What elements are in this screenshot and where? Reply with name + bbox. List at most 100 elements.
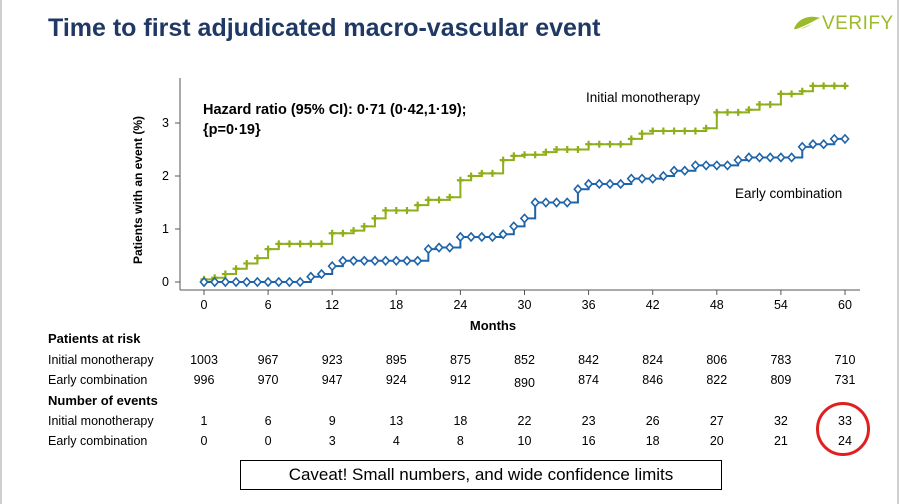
logo-leaf-icon <box>794 16 820 31</box>
at-risk-early-cell: 822 <box>706 373 728 387</box>
marker-initial-monotherapy <box>488 169 496 177</box>
marker-initial-monotherapy <box>232 265 240 273</box>
marker-initial-monotherapy <box>467 172 475 180</box>
x-tick-label: 6 <box>265 298 272 312</box>
at-risk-initial-cell: 783 <box>770 353 792 367</box>
x-tick-label: 0 <box>201 298 208 312</box>
marker-early-combination <box>295 276 305 288</box>
marker-initial-monotherapy <box>788 90 796 98</box>
marker-initial-monotherapy <box>734 108 742 116</box>
marker-early-combination <box>306 271 316 282</box>
legend-early-combination: Early combination <box>735 186 842 201</box>
x-tick-label: 54 <box>774 298 788 312</box>
marker-early-combination <box>423 243 434 255</box>
marker-early-combination <box>316 268 327 280</box>
marker-initial-monotherapy <box>339 229 347 237</box>
marker-initial-monotherapy <box>649 127 657 135</box>
events-early-cell: 4 <box>392 434 400 448</box>
marker-initial-monotherapy <box>777 90 785 98</box>
marker-initial-monotherapy <box>606 140 614 148</box>
marker-early-combination <box>744 152 754 163</box>
marker-early-combination <box>541 197 551 208</box>
marker-initial-monotherapy <box>766 100 774 108</box>
marker-early-combination <box>402 255 412 266</box>
marker-early-combination <box>370 255 380 266</box>
marker-early-combination <box>562 197 572 208</box>
marker-initial-monotherapy <box>360 222 368 230</box>
events-initial-cell: 27 <box>709 414 724 428</box>
y-tick-label: 3 <box>162 116 169 130</box>
events-early-cell: 0 <box>264 434 272 448</box>
marker-early-combination <box>722 160 733 171</box>
marker-early-combination <box>637 173 647 184</box>
events-initial-cell: 26 <box>645 414 660 428</box>
marker-initial-monotherapy <box>574 146 582 153</box>
marker-initial-monotherapy <box>318 240 326 248</box>
marker-initial-monotherapy <box>307 240 315 248</box>
marker-initial-monotherapy <box>446 193 454 201</box>
marker-initial-monotherapy <box>553 146 561 153</box>
marker-early-combination <box>348 255 359 266</box>
marker-initial-monotherapy <box>627 135 635 143</box>
at-risk-early-cell: 731 <box>834 373 856 387</box>
marker-early-combination <box>733 154 743 166</box>
verify-logo: VERIFY <box>792 12 894 36</box>
marker-early-combination <box>263 276 273 288</box>
at-risk-initial-cell: 967 <box>257 353 279 367</box>
logo-text: VERIFY <box>822 13 894 34</box>
marker-initial-monotherapy <box>681 127 689 135</box>
marker-early-combination <box>274 276 284 288</box>
events-early-cell: 0 <box>200 434 208 448</box>
marker-early-combination <box>808 139 818 150</box>
events-label-early: Early combination <box>48 434 148 448</box>
at-risk-initial-cell: 875 <box>449 353 471 367</box>
x-tick-label: 36 <box>582 298 596 312</box>
marker-early-combination <box>220 276 231 288</box>
marker-initial-monotherapy <box>670 127 678 135</box>
marker-initial-monotherapy <box>510 152 518 160</box>
marker-early-combination <box>284 276 295 288</box>
events-early-cell: 21 <box>773 434 788 448</box>
marker-early-combination <box>626 173 637 184</box>
events-initial-cell: 23 <box>581 414 596 428</box>
marker-early-combination <box>765 152 775 163</box>
marker-initial-monotherapy <box>841 82 849 90</box>
marker-early-combination <box>818 139 829 150</box>
marker-early-combination <box>210 276 220 288</box>
at-risk-early-cell: 846 <box>642 373 664 387</box>
marker-early-combination <box>797 141 807 153</box>
at-risk-initial-cell: 824 <box>642 353 664 367</box>
events-early-cell: 16 <box>581 434 596 448</box>
events-early-cell: 10 <box>517 434 532 448</box>
marker-initial-monotherapy <box>456 176 464 184</box>
marker-initial-monotherapy <box>328 229 336 237</box>
marker-early-combination <box>412 255 423 266</box>
y-tick-label: 1 <box>162 222 169 236</box>
marker-initial-monotherapy <box>371 214 379 222</box>
marker-early-combination <box>573 184 583 195</box>
marker-initial-monotherapy <box>499 156 507 164</box>
events-initial-cell: 22 <box>517 414 532 428</box>
marker-initial-monotherapy <box>617 140 625 148</box>
events-early-cell: 20 <box>709 434 724 448</box>
at-risk-early-cell: 924 <box>385 373 407 387</box>
at-risk-label-early: Early combination <box>48 373 148 387</box>
marker-early-combination <box>776 152 786 163</box>
at-risk-initial-cell: 852 <box>514 353 535 367</box>
marker-initial-monotherapy <box>585 140 593 148</box>
caveat-box: Caveat! Small numbers, and wide confiden… <box>240 460 722 490</box>
events-initial-cell: 6 <box>264 414 272 428</box>
marker-initial-monotherapy <box>285 240 293 248</box>
marker-early-combination <box>658 170 669 182</box>
marker-early-combination <box>712 160 722 171</box>
marker-early-combination <box>786 152 797 163</box>
marker-early-combination <box>359 255 369 266</box>
x-tick-label: 60 <box>838 298 852 312</box>
marker-early-combination <box>680 165 690 176</box>
legend-initial-monotherapy: Initial monotherapy <box>586 90 700 105</box>
marker-early-combination <box>391 255 401 266</box>
marker-early-combination <box>380 255 391 266</box>
events-initial-cell: 9 <box>328 414 336 428</box>
